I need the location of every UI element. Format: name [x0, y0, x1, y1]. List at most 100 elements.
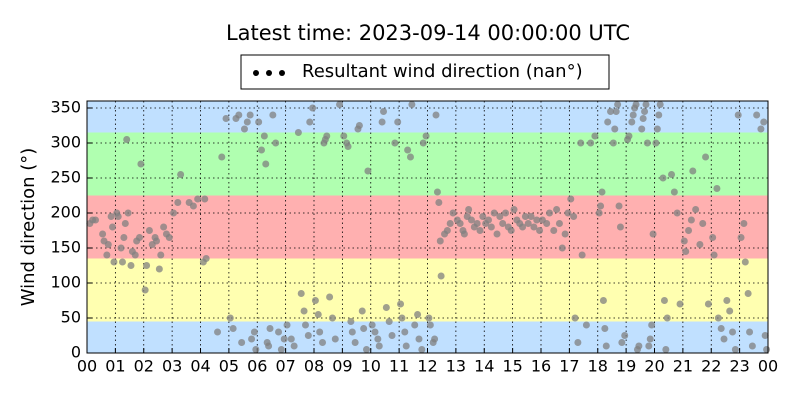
data-point — [720, 335, 728, 343]
data-point — [682, 248, 690, 255]
plot-frame — [86, 100, 769, 354]
data-point — [616, 223, 624, 231]
data-point — [604, 118, 612, 126]
data-point — [153, 237, 161, 245]
x-tick-label: 01 — [105, 357, 125, 376]
y-axis-label: Wind direction (°) — [18, 148, 39, 307]
legend-label: Resultant wind direction (nan°) — [302, 61, 583, 82]
data-point — [676, 300, 684, 308]
data-point — [602, 342, 610, 350]
data-point — [348, 328, 356, 336]
x-tick-label: 09 — [332, 357, 352, 376]
data-point — [621, 332, 629, 339]
data-point — [385, 318, 393, 325]
data-point — [123, 136, 131, 143]
data-point — [723, 297, 731, 304]
data-point — [645, 342, 653, 350]
data-point — [328, 314, 336, 322]
data-point — [340, 132, 348, 140]
data-point — [487, 223, 495, 231]
data-point — [250, 328, 258, 336]
data-point — [493, 230, 501, 238]
data-point — [202, 255, 210, 262]
data-point — [702, 153, 710, 161]
data-point — [107, 213, 115, 220]
x-tick-label: 19 — [616, 357, 636, 376]
data-point — [744, 290, 752, 297]
data-point — [485, 216, 493, 224]
data-point — [642, 101, 650, 108]
data-point — [415, 335, 423, 343]
data-point — [275, 328, 283, 336]
data-point — [564, 209, 572, 217]
data-point — [591, 132, 599, 140]
data-point — [687, 216, 695, 224]
data-point — [714, 314, 722, 322]
data-point — [214, 328, 222, 336]
data-point — [109, 223, 117, 231]
data-point — [473, 220, 481, 227]
data-point — [599, 297, 607, 304]
x-tick-label: 17 — [559, 357, 579, 376]
data-point — [194, 195, 202, 203]
data-point — [375, 342, 383, 350]
x-tick-label: 03 — [162, 357, 182, 376]
data-point — [570, 213, 578, 220]
data-point — [717, 325, 725, 332]
y-tick-label: 100 — [50, 273, 81, 292]
data-point — [362, 346, 370, 353]
data-point — [670, 188, 678, 196]
data-point — [143, 262, 151, 269]
data-point — [422, 132, 430, 140]
data-point — [734, 111, 742, 119]
data-point — [418, 346, 426, 353]
x-tick-label: 00 — [77, 357, 97, 376]
y-tick-label: 0 — [71, 343, 81, 362]
data-point — [99, 230, 107, 238]
x-tick-label: 22 — [701, 357, 721, 376]
data-point — [252, 346, 260, 353]
data-point — [578, 251, 586, 259]
data-point — [635, 342, 643, 350]
data-point — [103, 251, 111, 259]
x-tick-label: 11 — [389, 357, 409, 376]
data-point — [121, 220, 129, 227]
data-point — [741, 258, 749, 266]
data-point — [391, 139, 399, 147]
data-point — [326, 293, 334, 301]
data-point — [713, 185, 721, 192]
data-point — [294, 129, 302, 136]
data-point — [255, 118, 263, 126]
y-tick-label: 350 — [50, 98, 81, 117]
data-point — [165, 234, 173, 241]
data-point — [323, 132, 331, 140]
data-point — [753, 111, 761, 119]
x-tick-label: 15 — [502, 357, 522, 376]
data-point — [157, 251, 165, 259]
data-point — [663, 314, 671, 322]
data-point — [757, 125, 765, 133]
data-point — [648, 321, 656, 329]
data-point — [574, 339, 582, 346]
data-point — [243, 118, 251, 126]
data-point — [692, 206, 700, 213]
data-point — [709, 234, 717, 241]
x-tick-label: 02 — [134, 357, 154, 376]
data-point — [432, 111, 440, 119]
data-point — [673, 209, 681, 217]
data-point — [240, 125, 248, 133]
data-point — [521, 213, 529, 220]
data-point — [425, 314, 433, 322]
data-point — [638, 125, 646, 133]
data-point — [710, 251, 718, 259]
data-point — [248, 335, 256, 343]
data-point — [235, 111, 243, 119]
data-point — [598, 188, 606, 196]
x-tick-label: 20 — [644, 357, 664, 376]
data-point — [597, 202, 605, 210]
data-point — [124, 209, 132, 217]
data-point — [137, 160, 145, 168]
data-point — [632, 101, 640, 108]
data-point — [300, 307, 308, 315]
data-point — [435, 199, 443, 206]
